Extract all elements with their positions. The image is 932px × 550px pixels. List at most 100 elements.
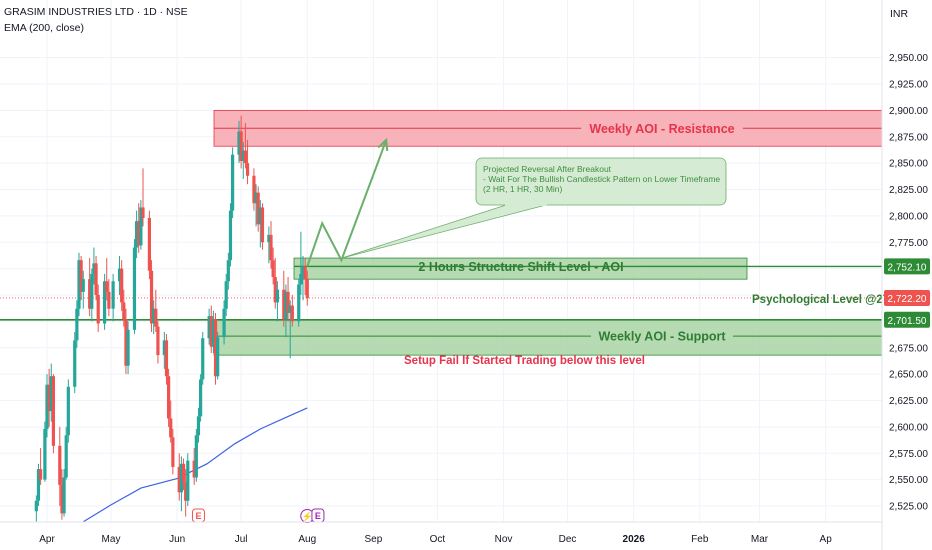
level-price-tag[interactable]: 2,752.10 — [884, 258, 930, 275]
note-line: Projected Reversal After Breakout — [483, 164, 612, 174]
candle-body — [111, 281, 115, 309]
currency-label[interactable]: INR — [890, 8, 909, 20]
candle-body — [169, 418, 173, 438]
y-tick-label: 2,575.00 — [889, 449, 928, 460]
candle-body — [256, 192, 260, 225]
candle-body — [152, 308, 156, 324]
candle-body — [105, 281, 109, 292]
earnings-event-marker[interactable]: E — [311, 508, 325, 523]
candle-body — [243, 150, 247, 164]
candle-body — [199, 379, 203, 417]
y-tick-label: 2,625.00 — [889, 396, 928, 407]
y-tick-label: 2,800.00 — [889, 211, 928, 222]
candle-body — [282, 289, 286, 320]
time-axis[interactable]: Apr May Jun Jul Aug Sep Oct Nov Dec 2026 Feb Mar Ap — [0, 521, 882, 545]
candle-body — [51, 376, 55, 446]
candle-body — [124, 319, 128, 366]
price-tag-text: 2,701.50 — [888, 316, 927, 327]
x-tick-label: Jun — [169, 534, 185, 545]
candle-body — [47, 384, 51, 412]
candle-body — [269, 234, 273, 261]
x-tick-label: Mar — [751, 534, 769, 545]
x-tick-label: 2026 — [623, 534, 646, 545]
x-tick-label: Apr — [39, 534, 55, 545]
price-tag-text: 2,752.10 — [888, 262, 927, 273]
candle-body — [139, 207, 143, 246]
candle-body — [156, 326, 160, 356]
candle-body — [92, 263, 96, 274]
y-tick-label: 2,875.00 — [889, 132, 928, 143]
note-box — [475, 157, 727, 206]
y-tick-label: 2,600.00 — [889, 422, 928, 433]
candle-body — [254, 192, 258, 204]
zones — [0, 109, 883, 356]
projection-note: Projected Reversal After Breakout - Wait… — [341, 157, 727, 259]
candle-body — [258, 207, 262, 225]
y-tick-label: 2,950.00 — [889, 53, 928, 64]
price-tag-bg — [884, 311, 930, 328]
candle-body — [194, 435, 198, 478]
candle-body — [196, 416, 201, 436]
earnings-icon: E — [195, 511, 201, 521]
candle-body — [181, 463, 186, 482]
x-tick-label: Oct — [430, 534, 446, 545]
candle-body — [77, 260, 81, 309]
x-tick-label: Ap — [820, 534, 833, 545]
y-tick-label: 2,525.00 — [889, 502, 928, 513]
x-tick-label: Feb — [691, 534, 709, 545]
candle-body — [147, 217, 151, 271]
symbol-title: GRASIM INDUSTRIES LTD · 1D · NSE — [4, 6, 188, 18]
candle-body — [224, 281, 228, 309]
candle-body — [275, 289, 279, 303]
y-tick-label: 2,900.00 — [889, 106, 928, 117]
x-tick-label: Aug — [298, 534, 316, 545]
candle-body — [201, 338, 205, 380]
candle-body — [171, 437, 175, 467]
earnings-event-marker[interactable]: E — [191, 508, 205, 523]
candle-body — [237, 131, 241, 155]
candle-body — [149, 270, 154, 324]
y-tick-label: 2,675.00 — [889, 343, 928, 354]
candle-body — [88, 279, 92, 309]
support-zone — [213, 319, 883, 356]
candle-body — [126, 329, 130, 366]
candle-body — [62, 477, 66, 514]
candle-body — [120, 268, 124, 303]
flash-icon: ⚡ — [302, 511, 313, 523]
psychological-level-label: Psychological Level @2700 — [752, 294, 902, 306]
candle-body — [192, 460, 196, 478]
candle-body — [286, 291, 290, 313]
price-tag-text: 2,722.20 — [888, 294, 927, 305]
candle-body — [122, 302, 126, 320]
candle-body — [58, 445, 62, 485]
resistance-zone-label: Weekly AOI - Resistance — [589, 122, 734, 136]
candles — [34, 115, 309, 522]
y-tick-label: 2,550.00 — [889, 475, 928, 486]
candle-body — [164, 340, 169, 377]
setup-fail-label: Setup Fail If Started Trading below this… — [404, 355, 645, 367]
candle-body — [284, 291, 288, 320]
candle-body — [36, 469, 41, 501]
candle-body — [260, 207, 265, 243]
candle-body — [90, 273, 94, 309]
candle-body — [141, 207, 145, 218]
last-price-tag[interactable]: 2,722.20 — [884, 289, 930, 306]
candle-body — [273, 277, 277, 303]
annotations: Weekly AOI - Resistance 2 Hours Structure… — [404, 122, 902, 367]
support-zone-label: Weekly AOI - Support — [598, 330, 726, 344]
level-price-tag[interactable]: 2,701.50 — [884, 311, 930, 328]
candle-body — [241, 150, 245, 162]
price-axis[interactable]: 2,525.00 2,550.00 2,575.00 2,600.00 2,625.00… — [881, 0, 930, 550]
candle-body — [213, 319, 218, 377]
candle-body — [231, 154, 235, 211]
y-tick-label: 2,775.00 — [889, 238, 928, 249]
candle-body — [167, 376, 171, 419]
y-tick-label: 2,850.00 — [889, 159, 928, 170]
candle-body — [162, 340, 166, 356]
candle-body — [216, 337, 220, 377]
candle-body — [305, 279, 309, 299]
x-tick-label: Nov — [495, 534, 513, 545]
candle-body — [66, 386, 70, 436]
